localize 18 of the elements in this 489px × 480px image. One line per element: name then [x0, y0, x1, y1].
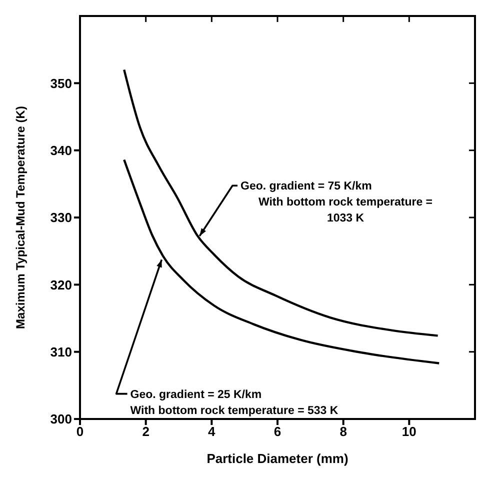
x-tick-label: 2 — [142, 424, 150, 440]
y-tick-label: 320 — [50, 277, 72, 292]
y-axis-title: Maximum Typical-Mud Temperature (K) — [13, 106, 28, 329]
x-tick-label: 6 — [274, 424, 282, 440]
x-tick-label: 0 — [76, 424, 84, 440]
y-tick-label: 310 — [50, 344, 72, 360]
annotation: Geo. gradient = 25 K/km With bottom rock temperature = 533 K — [130, 388, 339, 417]
line-series — [123, 68, 439, 337]
x-axis-title: Particle Diameter (mm) — [206, 451, 348, 466]
y-tick-label: 340 — [50, 142, 72, 158]
y-tick-label: 330 — [50, 210, 72, 226]
line-series — [123, 158, 440, 364]
x-tick-label: 8 — [340, 424, 347, 440]
annotation: Geo. gradient = 75 K/km With bottom rock temperature = 1033 K — [240, 180, 433, 225]
x-tick-label: 4 — [208, 424, 216, 440]
y-tick-label: 300 — [50, 412, 72, 427]
y-tick-label: 350 — [50, 76, 72, 91]
x-tick-label: 10 — [402, 424, 416, 440]
